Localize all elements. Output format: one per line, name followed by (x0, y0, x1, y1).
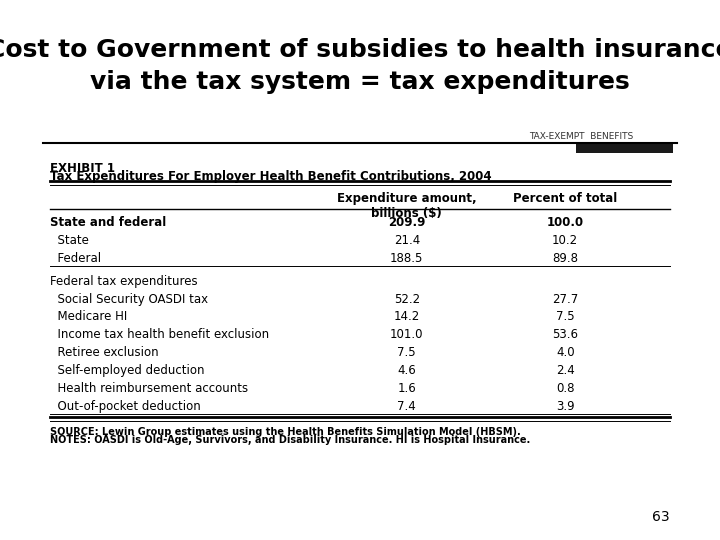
Text: 14.2: 14.2 (394, 310, 420, 323)
Text: 10.2: 10.2 (552, 234, 578, 247)
Text: 188.5: 188.5 (390, 252, 423, 265)
Text: 3.9: 3.9 (556, 400, 575, 413)
Text: NOTES: OASDI is Old-Age, Survivors, and Disability Insurance. HI is Hospital Ins: NOTES: OASDI is Old-Age, Survivors, and … (50, 435, 531, 445)
Text: via the tax system = tax expenditures: via the tax system = tax expenditures (90, 70, 630, 94)
Text: 0.8: 0.8 (556, 382, 575, 395)
Text: SOURCE: Lewin Group estimates using the Health Benefits Simulation Model (HBSM).: SOURCE: Lewin Group estimates using the … (50, 427, 521, 437)
Text: 7.5: 7.5 (556, 310, 575, 323)
Text: Tax Expenditures For Employer Health Benefit Contributions, 2004: Tax Expenditures For Employer Health Ben… (50, 170, 492, 183)
Text: EXHIBIT 1: EXHIBIT 1 (50, 162, 115, 175)
Text: Out-of-pocket deduction: Out-of-pocket deduction (50, 400, 201, 413)
Text: 89.8: 89.8 (552, 252, 578, 265)
Text: Self-employed deduction: Self-employed deduction (50, 364, 205, 377)
Text: Expenditure amount,
billions ($): Expenditure amount, billions ($) (337, 192, 477, 220)
Text: 21.4: 21.4 (394, 234, 420, 247)
Text: Federal tax expenditures: Federal tax expenditures (50, 275, 198, 288)
Text: 7.4: 7.4 (397, 400, 416, 413)
Text: 101.0: 101.0 (390, 328, 423, 341)
Text: 209.9: 209.9 (388, 216, 426, 229)
Text: 53.6: 53.6 (552, 328, 578, 341)
Text: Social Security OASDI tax: Social Security OASDI tax (50, 293, 209, 306)
Text: Federal: Federal (50, 252, 102, 265)
Text: 27.7: 27.7 (552, 293, 578, 306)
Text: TAX-EXEMPT  BENEFITS: TAX-EXEMPT BENEFITS (529, 132, 634, 141)
Text: 7.5: 7.5 (397, 346, 416, 359)
Text: Percent of total: Percent of total (513, 192, 617, 205)
Text: 2.4: 2.4 (556, 364, 575, 377)
Text: 4.6: 4.6 (397, 364, 416, 377)
Text: Medicare HI: Medicare HI (50, 310, 127, 323)
Text: 4.0: 4.0 (556, 346, 575, 359)
Text: State: State (50, 234, 89, 247)
Text: 52.2: 52.2 (394, 293, 420, 306)
Text: 1.6: 1.6 (397, 382, 416, 395)
Text: Health reimbursement accounts: Health reimbursement accounts (50, 382, 248, 395)
Text: 100.0: 100.0 (546, 216, 584, 229)
Text: 63: 63 (652, 510, 670, 524)
Text: Cost to Government of subsidies to health insurance: Cost to Government of subsidies to healt… (0, 38, 720, 62)
Text: State and federal: State and federal (50, 216, 166, 229)
Text: Retiree exclusion: Retiree exclusion (50, 346, 159, 359)
Text: Income tax health benefit exclusion: Income tax health benefit exclusion (50, 328, 269, 341)
